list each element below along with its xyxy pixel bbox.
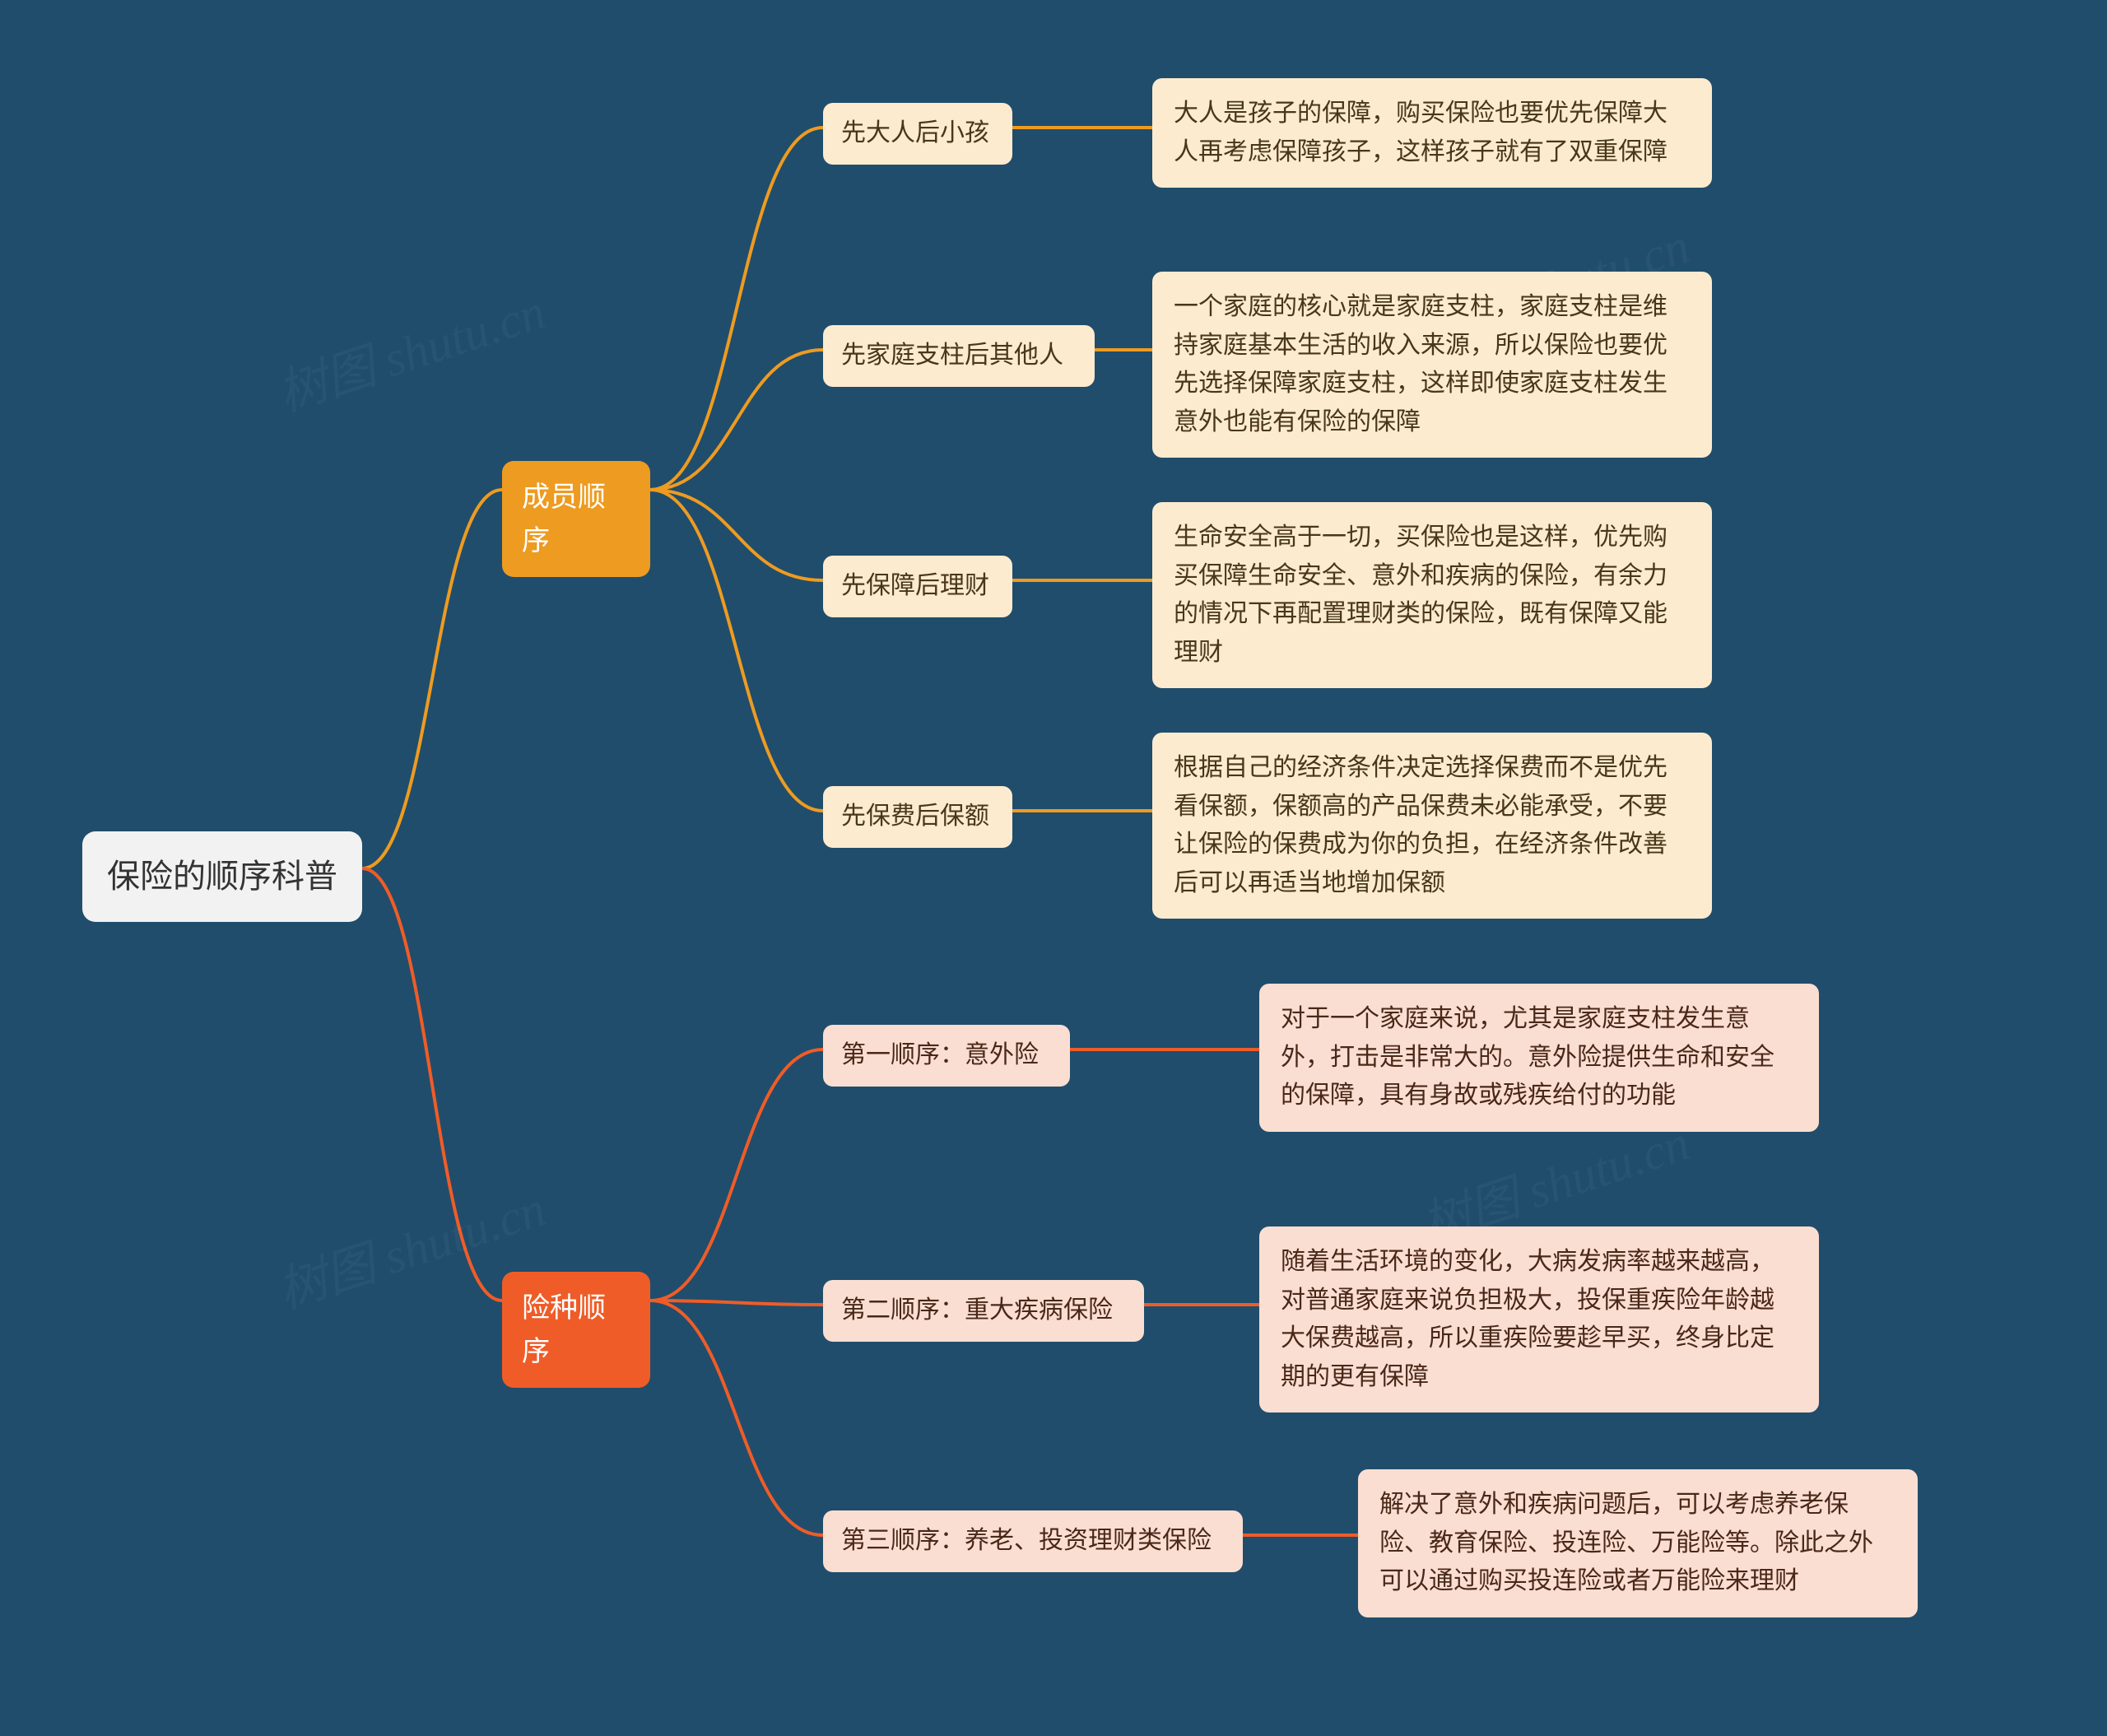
leaf-先家庭支柱后其他人: 一个家庭的核心就是家庭支柱，家庭支柱是维持家庭基本生活的收入来源，所以保险也要优… [1152,272,1712,458]
watermark: 树图 shutu.cn [267,272,553,426]
root-node: 保险的顺序科普 [82,831,362,922]
sub-先大人后小孩: 先大人后小孩 [823,103,1012,165]
sub-第三顺序：养老、投资理财类保险: 第三顺序：养老、投资理财类保险 [823,1510,1243,1572]
leaf-第二顺序：重大疾病保险: 随着生活环境的变化，大病发病率越来越高，对普通家庭来说负担极大，投保重疾险年龄越… [1259,1226,1819,1413]
sub-先保费后保额: 先保费后保额 [823,786,1012,848]
sub-先家庭支柱后其他人: 先家庭支柱后其他人 [823,325,1095,387]
leaf-先保障后理财: 生命安全高于一切，买保险也是这样，优先购买保障生命安全、意外和疾病的保险，有余力… [1152,502,1712,688]
leaf-先保费后保额: 根据自己的经济条件决定选择保费而不是优先看保额，保额高的产品保费未必能承受，不要… [1152,733,1712,919]
sub-第一顺序：意外险: 第一顺序：意外险 [823,1025,1070,1087]
leaf-先大人后小孩: 大人是孩子的保障，购买保险也要优先保障大人再考虑保障孩子，这样孩子就有了双重保障 [1152,78,1712,188]
leaf-第一顺序：意外险: 对于一个家庭来说，尤其是家庭支柱发生意外，打击是非常大的。意外险提供生命和安全的… [1259,984,1819,1132]
category-成员顺序: 成员顺序 [502,461,650,577]
sub-先保障后理财: 先保障后理财 [823,556,1012,617]
leaf-第三顺序：养老、投资理财类保险: 解决了意外和疾病问题后，可以考虑养老保险、教育保险、投连险、万能险等。除此之外可… [1358,1469,1918,1617]
category-险种顺序: 险种顺序 [502,1272,650,1388]
sub-第二顺序：重大疾病保险: 第二顺序：重大疾病保险 [823,1280,1144,1342]
